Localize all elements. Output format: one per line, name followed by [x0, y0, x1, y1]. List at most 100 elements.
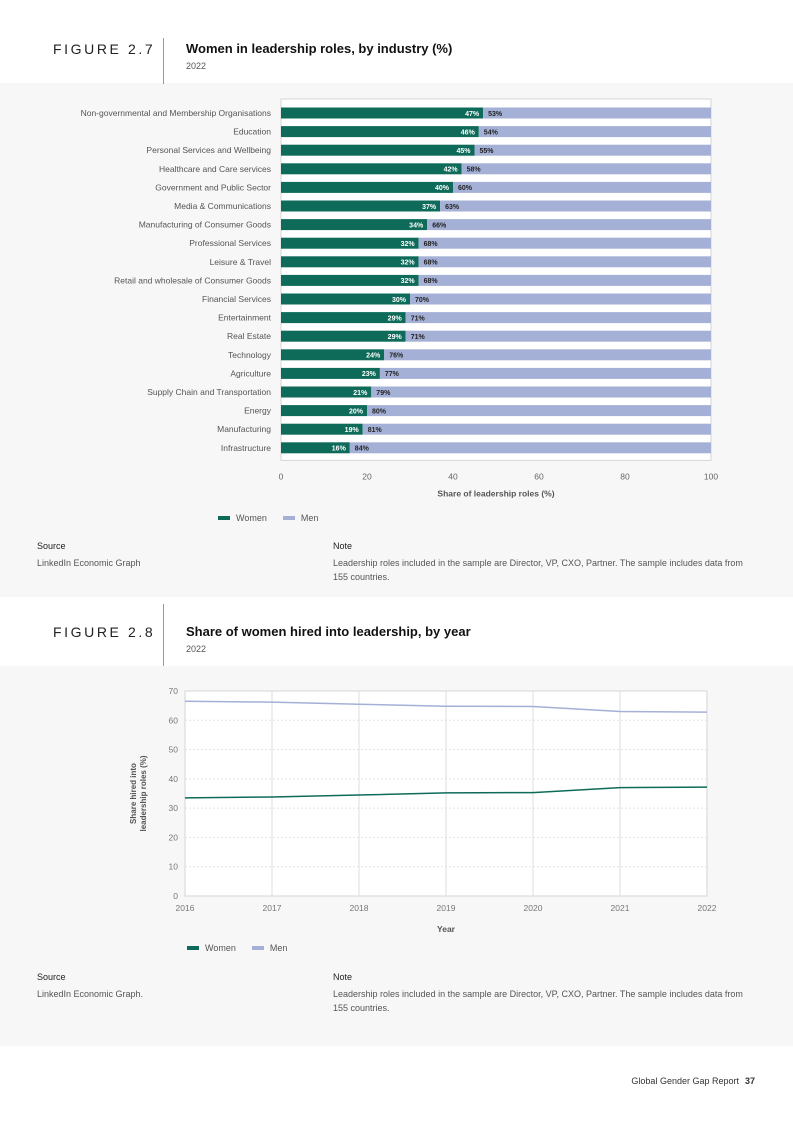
bar-men	[418, 256, 711, 268]
y-tick-label: 10	[169, 862, 179, 872]
bar-men	[461, 163, 711, 175]
category-label: Personal Services and Wellbeing	[146, 145, 271, 155]
data-label-women: 37%	[422, 204, 437, 211]
women-swatch	[187, 946, 199, 950]
figure1-note-text: Leadership roles included in the sample …	[333, 558, 743, 582]
bar-women	[281, 237, 419, 249]
x-tick-label: 2020	[524, 903, 543, 913]
data-label-men: 55%	[480, 148, 495, 155]
bar-men	[483, 107, 711, 119]
figure1-source-label: Source	[37, 541, 66, 551]
data-label-men: 81%	[368, 427, 383, 434]
category-label: Entertainment	[218, 313, 272, 323]
x-tick-label: 2018	[350, 903, 369, 913]
data-label-women: 24%	[366, 353, 381, 360]
category-label: Energy	[244, 406, 272, 416]
data-label-men: 58%	[467, 167, 482, 174]
category-label: Infrastructure	[221, 443, 271, 453]
category-label: Healthcare and Care services	[159, 164, 271, 174]
y-tick-label: 30	[169, 803, 179, 813]
bar-women	[281, 256, 419, 268]
bar-women	[281, 181, 453, 193]
figure1-source-text: LinkedIn Economic Graph	[37, 558, 141, 568]
data-label-men: 79%	[376, 390, 391, 397]
data-label-men: 66%	[432, 222, 447, 229]
bar-women	[281, 423, 363, 435]
category-label: Real Estate	[227, 331, 271, 341]
legend-women-label: Women	[236, 513, 267, 523]
bar-men	[405, 312, 711, 324]
figure2-divider	[163, 604, 164, 666]
legend2-item-men: Men	[251, 943, 287, 953]
y-axis-title-line: Share hired into	[129, 763, 138, 824]
category-label: Agriculture	[230, 368, 271, 378]
x-axis-title: Year	[437, 924, 456, 934]
page-footer: Global Gender Gap Report 37	[631, 1076, 755, 1086]
figure1-title: Women in leadership roles, by industry (…	[186, 41, 453, 56]
y-tick-label: 60	[169, 715, 179, 725]
line-chart: 0 10 20 30 40 50 60 70 2016 2017 2018 2019 2020 2021 2…	[129, 686, 717, 934]
data-label-women: 29%	[388, 315, 403, 322]
figure1-note-label: Note	[333, 541, 353, 551]
bar-men	[474, 144, 711, 156]
x-tick-label: 40	[448, 471, 458, 481]
data-label-women: 32%	[401, 278, 416, 285]
bar-men	[349, 442, 711, 454]
y-axis-title: Share hired intoleadership roles (%)	[129, 755, 148, 831]
x-tick-label: 2019	[437, 903, 456, 913]
data-label-women: 42%	[444, 167, 459, 174]
figure2-number: FIGURE 2.8	[53, 624, 156, 640]
category-label: Retail and wholesale of Consumer Goods	[114, 275, 271, 285]
figure2-year: 2022	[186, 644, 207, 654]
data-label-men: 84%	[355, 446, 370, 453]
data-label-women: 47%	[465, 111, 480, 118]
data-label-men: 80%	[372, 408, 387, 415]
page-number: 37	[744, 1076, 755, 1086]
data-label-women: 46%	[461, 129, 476, 136]
y-tick-label: 70	[169, 686, 179, 696]
bar-men	[367, 405, 711, 417]
bar-men	[453, 181, 711, 193]
bar-women	[281, 405, 367, 417]
bar-men	[362, 423, 711, 435]
bar-chart: Non-governmental and Membership Organisa…	[81, 98, 718, 498]
figure2-note-text: Leadership roles included in the sample …	[333, 989, 743, 1013]
data-label-men: 77%	[385, 371, 400, 378]
bar-men	[379, 367, 711, 379]
figure2-title: Share of women hired into leadership, by…	[186, 624, 471, 639]
bar-men	[418, 274, 711, 286]
data-label-women: 45%	[456, 148, 471, 155]
bar-women	[281, 293, 410, 305]
category-label: Non-governmental and Membership Organisa…	[81, 108, 271, 118]
y-tick-label: 0	[173, 891, 178, 901]
bar-women	[281, 274, 419, 286]
x-tick-label: 0	[279, 471, 284, 481]
figure2-header: FIGURE 2.8 Share of women hired into lea…	[0, 624, 793, 672]
bar-men	[405, 330, 711, 342]
bar-women	[281, 367, 380, 379]
data-label-men: 71%	[411, 334, 426, 341]
x-axis-title: Share of leadership roles (%)	[437, 488, 554, 498]
bar-men	[410, 293, 711, 305]
bar-men	[371, 386, 711, 398]
data-label-men: 70%	[415, 297, 430, 304]
category-label: Manufacturing	[217, 424, 271, 434]
men-swatch	[282, 516, 295, 520]
bar-women	[281, 442, 350, 454]
data-label-women: 32%	[401, 260, 416, 267]
figure2-note-label: Note	[333, 972, 353, 982]
data-label-women: 30%	[392, 297, 407, 304]
category-label: Supply Chain and Transportation	[147, 387, 271, 397]
x-tick-label: 2021	[611, 903, 630, 913]
data-label-women: 32%	[401, 241, 416, 248]
legend2-item-women: Women	[187, 943, 236, 953]
data-label-men: 54%	[484, 129, 499, 136]
figure2-source-label: Source	[37, 972, 66, 982]
data-label-men: 53%	[488, 111, 503, 118]
data-label-women: 20%	[349, 408, 364, 415]
data-label-men: 76%	[389, 353, 404, 360]
data-label-women: 16%	[332, 446, 347, 453]
men-swatch	[251, 946, 264, 950]
category-label: Government and Public Sector	[155, 182, 271, 192]
category-label: Professional Services	[189, 238, 271, 248]
